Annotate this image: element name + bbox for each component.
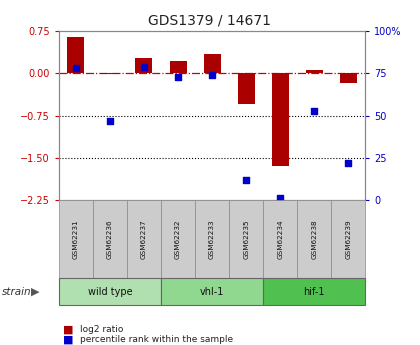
Point: [175, 74, 181, 79]
Text: ■: ■: [63, 335, 74, 345]
Point: [345, 160, 352, 166]
Text: log2 ratio: log2 ratio: [80, 325, 123, 334]
Bar: [67, 37, 84, 73]
Text: strain: strain: [2, 287, 32, 296]
Text: GSM62235: GSM62235: [243, 219, 249, 259]
Bar: [135, 58, 152, 73]
Text: GSM62238: GSM62238: [311, 219, 317, 259]
Text: GSM62237: GSM62237: [141, 219, 147, 259]
Text: GDS1379 / 14671: GDS1379 / 14671: [149, 14, 271, 28]
Bar: [101, 73, 118, 75]
Point: [243, 177, 249, 183]
Text: GSM62231: GSM62231: [73, 219, 79, 259]
Bar: [272, 73, 289, 166]
Text: GSM62239: GSM62239: [345, 219, 352, 259]
Text: GSM62236: GSM62236: [107, 219, 113, 259]
Bar: [238, 73, 255, 104]
Text: GSM62233: GSM62233: [209, 219, 215, 259]
Bar: [340, 73, 357, 83]
Point: [107, 118, 113, 124]
Text: GSM62234: GSM62234: [277, 219, 283, 259]
Text: wild type: wild type: [88, 287, 132, 296]
Bar: [306, 70, 323, 73]
Text: ▶: ▶: [31, 287, 39, 296]
Text: ■: ■: [63, 325, 74, 334]
Text: hif-1: hif-1: [304, 287, 325, 296]
Text: vhl-1: vhl-1: [200, 287, 224, 296]
Text: percentile rank within the sample: percentile rank within the sample: [80, 335, 233, 344]
Point: [311, 108, 318, 113]
Point: [277, 196, 284, 201]
Bar: [170, 61, 186, 73]
Point: [141, 64, 147, 69]
Point: [209, 72, 215, 78]
Bar: [204, 53, 220, 73]
Point: [73, 66, 79, 71]
Text: GSM62232: GSM62232: [175, 219, 181, 259]
